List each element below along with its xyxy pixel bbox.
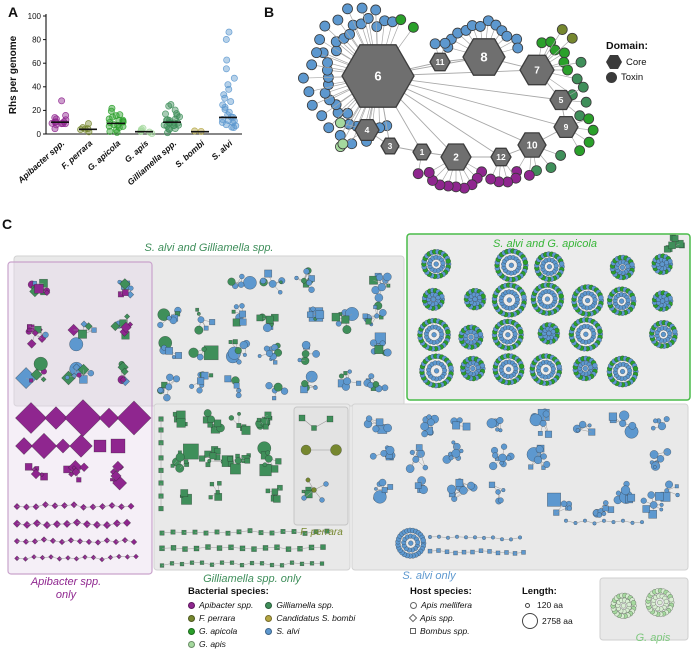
apibacter-only-line2: only bbox=[55, 589, 77, 602]
gapis-color-dot bbox=[188, 640, 195, 648]
legend-item-length-large: 2758 aa bbox=[522, 613, 573, 629]
toxin-cluster-network-panel bbox=[7, 233, 691, 641]
svg-text:7: 7 bbox=[534, 66, 540, 77]
svg-text:60: 60 bbox=[32, 59, 41, 68]
rhs-per-genome-chart: 0 20 40 60 80 100 Rhs per genome Apibacter spp.… bbox=[8, 12, 242, 187]
sbombi-color-dot bbox=[265, 614, 273, 622]
gapis-label: G. apis bbox=[199, 639, 226, 649]
legend-item-length-small: 120 aa bbox=[522, 600, 573, 610]
svg-text:Apibacter spp.: Apibacter spp. bbox=[15, 138, 66, 186]
svg-text:6: 6 bbox=[374, 69, 381, 84]
svg-text:9: 9 bbox=[564, 122, 569, 132]
svg-text:4: 4 bbox=[365, 125, 370, 135]
svg-text:8: 8 bbox=[480, 50, 487, 65]
apis-mellifera-label: Apis mellifera bbox=[421, 600, 473, 610]
region-label-gapis: G. apis bbox=[635, 632, 671, 644]
domain-legend: Domain: Core Toxin bbox=[606, 40, 648, 86]
region-label-salvi-gilliamella: S. alvi and Gilliamella spp. bbox=[144, 242, 274, 254]
panel-c-label: C bbox=[2, 216, 13, 232]
apis-mellifera-circle-icon bbox=[410, 601, 417, 609]
svg-text:80: 80 bbox=[32, 35, 41, 44]
panel-a-label: A bbox=[8, 4, 19, 20]
svg-text:5: 5 bbox=[559, 95, 564, 105]
fperrara-label: F. perrara bbox=[199, 613, 236, 623]
host-legend-title: Host species: bbox=[410, 586, 472, 597]
legend-item-fperrara: F. perrara bbox=[188, 613, 253, 623]
region-label-fperrara: F. perrara bbox=[300, 527, 343, 538]
legend-item-toxin: Toxin bbox=[606, 72, 648, 83]
svg-text:S. alvi: S. alvi bbox=[209, 138, 234, 162]
region-label-salvi-only: S. alvi only bbox=[402, 570, 456, 582]
region-label-gilliamella-only: Gilliamella spp. only bbox=[203, 573, 301, 585]
apibacter-label: Apibacter spp. bbox=[199, 600, 254, 610]
length-large-label: 2758 aa bbox=[542, 616, 573, 626]
salvi-color-dot bbox=[265, 627, 273, 635]
svg-text:3: 3 bbox=[388, 141, 393, 151]
core-hexagon-icon bbox=[606, 55, 622, 69]
legend-item-gapicola: G. apicola bbox=[188, 626, 253, 636]
region-label-apibacter-only: Apibacter spp. only bbox=[10, 576, 122, 602]
bombus-spp-label: Bombus spp. bbox=[420, 626, 470, 636]
apibacter-color-dot bbox=[188, 601, 195, 609]
svg-text:0: 0 bbox=[37, 130, 42, 139]
bacterial-legend-col2: Gilliamella spp. Candidatus S. bombi S. … bbox=[265, 600, 355, 652]
small-length-circle-icon bbox=[525, 602, 530, 608]
legend-item-salvi: S. alvi bbox=[265, 626, 355, 636]
gilliamella-label: Gilliamella spp. bbox=[276, 600, 334, 610]
core-label: Core bbox=[626, 56, 647, 68]
legend-item-apis-spp: Apis spp. bbox=[408, 613, 472, 623]
svg-text:2: 2 bbox=[453, 153, 459, 164]
legend-item-gilliamella: Gilliamella spp. bbox=[265, 600, 355, 610]
domain-network-diagram: 6 11 8 7 5 9 10 12 2 1 3 4 bbox=[297, 2, 599, 194]
svg-text:11: 11 bbox=[436, 57, 445, 67]
apibacter-only-line1: Apibacter spp. bbox=[30, 576, 102, 588]
legend-item-apis-mellifera: Apis mellifera bbox=[410, 600, 472, 610]
svg-text:100: 100 bbox=[28, 12, 42, 21]
svg-text:S. bombi: S. bombi bbox=[173, 138, 207, 170]
svg-text:20: 20 bbox=[32, 106, 41, 115]
domain-legend-title: Domain: bbox=[606, 40, 648, 52]
legend-item-gapis: G. apis bbox=[188, 639, 253, 649]
host-species-legend: Host species: Apis mellifera Apis spp. B… bbox=[408, 586, 472, 639]
toxin-label: Toxin bbox=[621, 72, 644, 83]
legend-item-apibacter: Apibacter spp. bbox=[188, 600, 253, 610]
svg-text:10: 10 bbox=[526, 141, 538, 152]
length-legend-title: Length: bbox=[522, 586, 557, 597]
bacterial-legend-title: Bacterial species: bbox=[188, 586, 269, 597]
gapicola-label: G. apicola bbox=[199, 626, 238, 636]
fperrara-color-dot bbox=[188, 614, 195, 622]
svg-text:Gilliamella spp.: Gilliamella spp. bbox=[125, 138, 178, 187]
length-legend: Length: 120 aa 2758 aa bbox=[522, 586, 573, 632]
legend-item-sbombi: Candidatus S. bombi bbox=[265, 613, 355, 623]
svg-text:Rhs per genome: Rhs per genome bbox=[8, 35, 19, 114]
region-label-salvi-gapicola: S. alvi and G. apicola bbox=[493, 238, 597, 250]
sbombi-label: Candidatus S. bombi bbox=[276, 613, 356, 623]
svg-text:40: 40 bbox=[32, 83, 41, 92]
legend-item-bombus-spp: Bombus spp. bbox=[410, 626, 472, 636]
apis-spp-label: Apis spp. bbox=[420, 613, 455, 623]
gapicola-color-dot bbox=[188, 627, 195, 635]
salvi-label: S. alvi bbox=[276, 626, 300, 636]
svg-text:12: 12 bbox=[496, 152, 506, 162]
bacterial-legend-col1: Apibacter spp. F. perrara G. apicola G. … bbox=[188, 600, 253, 652]
panel-b-label: B bbox=[264, 4, 275, 20]
bacterial-species-legend: Bacterial species: Apibacter spp. F. per… bbox=[188, 586, 355, 652]
apis-spp-diamond-icon bbox=[408, 613, 418, 623]
svg-text:1: 1 bbox=[420, 147, 425, 157]
toxin-circle-icon bbox=[606, 72, 617, 83]
bombus-spp-square-icon bbox=[410, 628, 416, 634]
length-small-label: 120 aa bbox=[537, 600, 563, 610]
gilliamella-color-dot bbox=[265, 601, 273, 609]
large-length-circle-icon bbox=[522, 613, 538, 629]
legend-item-core: Core bbox=[606, 55, 648, 69]
